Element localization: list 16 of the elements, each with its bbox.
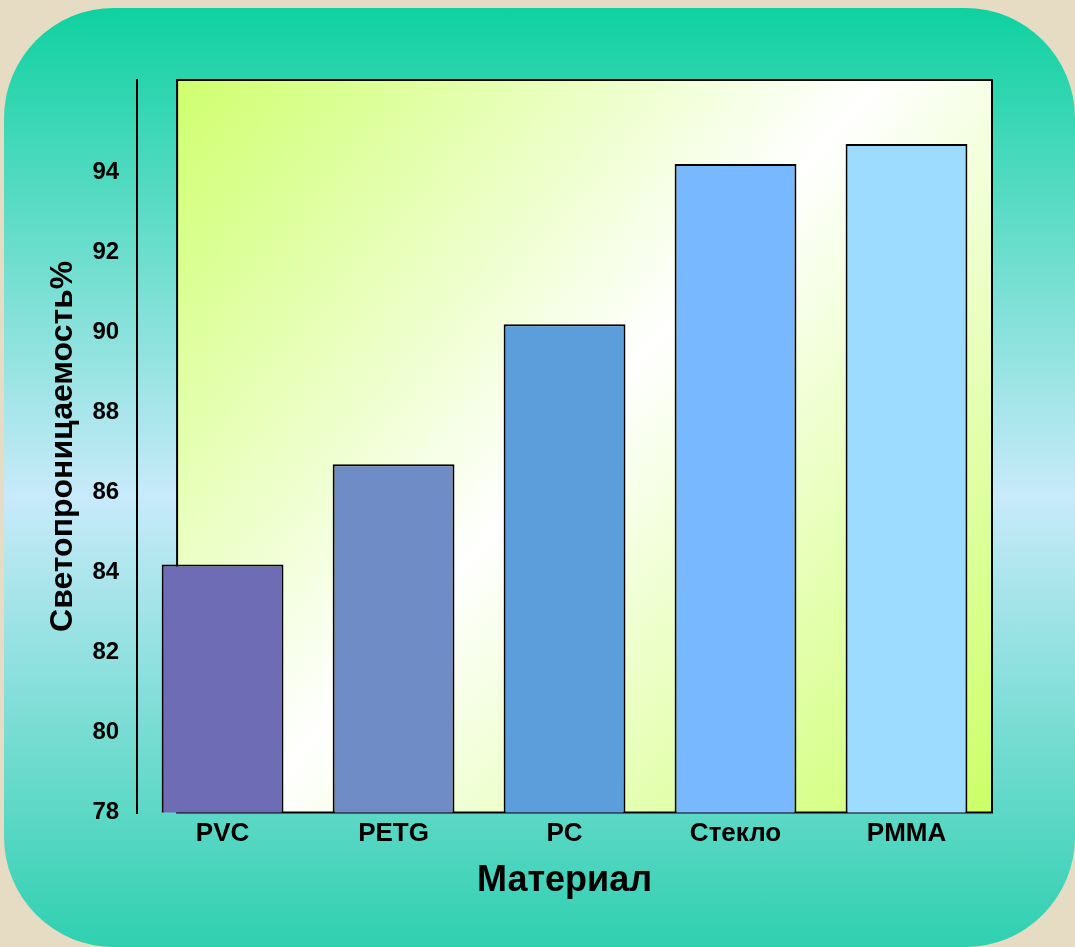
y-tick-label: 78 [92,797,120,825]
x-tick-label: PVC [195,817,250,848]
y-tick-label: 88 [92,396,120,424]
x-tick-label: PMMA [866,817,947,848]
y-tick-label: 92 [92,236,120,264]
y-tick-label: 80 [92,717,120,745]
y-tick-label: 84 [92,557,120,585]
x-axis-title: Материал [476,858,653,900]
y-tick-label: 94 [92,156,120,184]
x-tick-label: PETG [358,817,429,848]
x-tick-label: PC [546,817,583,848]
x-tick-label: Стекло [689,817,782,848]
y-tick-label: 90 [92,316,120,344]
y-tick-label: 86 [92,476,120,504]
y-tick-label: 82 [92,637,120,665]
y-axis-title: Светопроницаемость% [43,260,80,632]
